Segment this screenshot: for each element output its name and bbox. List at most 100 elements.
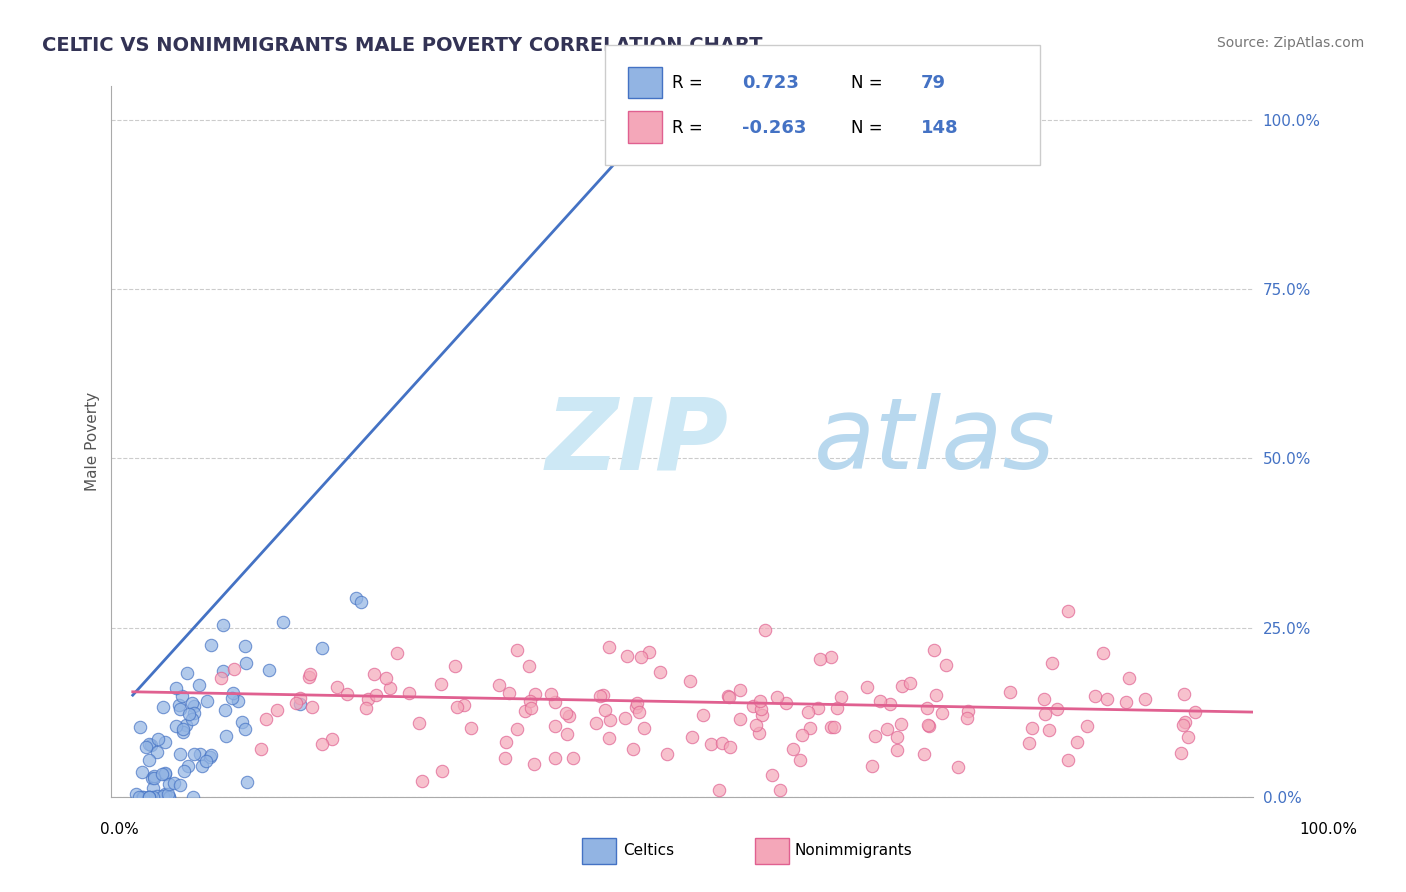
Point <box>146 789 169 803</box>
Text: 0.723: 0.723 <box>742 74 799 92</box>
Point <box>200 638 222 652</box>
Point <box>429 677 451 691</box>
Point <box>191 759 214 773</box>
Point <box>357 692 380 706</box>
Point <box>742 699 765 714</box>
Point <box>544 718 567 732</box>
Point <box>1084 689 1107 703</box>
Point <box>748 725 770 739</box>
Point <box>751 708 773 723</box>
Point <box>200 748 222 763</box>
Point <box>498 686 520 700</box>
Point <box>860 759 883 773</box>
Point <box>163 775 186 789</box>
Point <box>935 658 957 673</box>
Point <box>172 689 194 703</box>
Point <box>679 674 702 689</box>
Point <box>681 730 703 744</box>
Point <box>181 712 204 726</box>
Point <box>169 778 191 792</box>
Point <box>183 698 205 713</box>
Point <box>138 789 160 804</box>
Point <box>141 738 163 752</box>
Point <box>321 731 343 746</box>
Point <box>131 789 153 804</box>
Text: 0.0%: 0.0% <box>100 822 139 837</box>
Point <box>707 783 730 797</box>
Point <box>1173 687 1195 701</box>
Point <box>955 711 977 725</box>
Point <box>146 745 169 759</box>
Point <box>827 701 849 715</box>
Point <box>172 724 194 739</box>
Point <box>557 727 579 741</box>
Point <box>153 767 176 781</box>
Point <box>173 764 195 779</box>
Point <box>152 699 174 714</box>
Point <box>1174 715 1197 730</box>
Point <box>823 720 845 734</box>
Point <box>699 737 721 751</box>
Point <box>790 728 813 742</box>
Point <box>946 760 969 774</box>
Point <box>915 700 938 714</box>
Point <box>924 688 946 702</box>
Point <box>142 780 165 795</box>
Point <box>235 657 257 671</box>
Point <box>169 747 191 761</box>
Point <box>717 689 740 703</box>
Point <box>138 789 160 804</box>
Text: Source: ZipAtlas.com: Source: ZipAtlas.com <box>1216 36 1364 50</box>
Point <box>350 595 373 609</box>
Point <box>820 650 842 665</box>
Point <box>266 702 288 716</box>
Point <box>1033 692 1056 706</box>
Point <box>152 789 174 804</box>
Point <box>876 722 898 736</box>
Point <box>917 718 939 732</box>
Point <box>879 697 901 711</box>
Point <box>1095 692 1118 706</box>
Point <box>1040 657 1063 671</box>
Point <box>754 623 776 637</box>
Point <box>188 747 211 761</box>
Point <box>257 664 280 678</box>
Point <box>165 681 187 696</box>
Point <box>138 753 160 767</box>
Text: N =: N = <box>851 119 887 136</box>
Point <box>494 751 516 765</box>
Point <box>562 751 585 765</box>
Point <box>214 703 236 717</box>
Point <box>898 676 921 690</box>
Point <box>886 730 908 744</box>
Point <box>1057 754 1080 768</box>
Point <box>523 757 546 772</box>
Point <box>505 642 527 657</box>
Point <box>799 721 821 735</box>
Point <box>335 687 357 701</box>
Point <box>718 739 741 754</box>
Point <box>231 715 253 730</box>
Point <box>1115 695 1137 709</box>
Point <box>728 683 751 698</box>
Point <box>212 617 235 632</box>
Point <box>650 665 672 679</box>
Point <box>176 717 198 731</box>
Point <box>1184 705 1206 719</box>
Point <box>1133 692 1156 706</box>
Point <box>142 772 165 786</box>
Point <box>176 665 198 680</box>
Point <box>157 777 180 791</box>
Point <box>142 789 165 804</box>
Point <box>863 729 886 743</box>
Point <box>692 708 714 723</box>
Point <box>1046 702 1069 716</box>
Point <box>820 720 842 734</box>
Point <box>1170 746 1192 760</box>
Text: R =: R = <box>672 74 709 92</box>
Point <box>212 664 235 678</box>
Point <box>1076 719 1098 733</box>
Point <box>165 718 187 732</box>
Point <box>614 710 637 724</box>
Point <box>209 671 232 685</box>
